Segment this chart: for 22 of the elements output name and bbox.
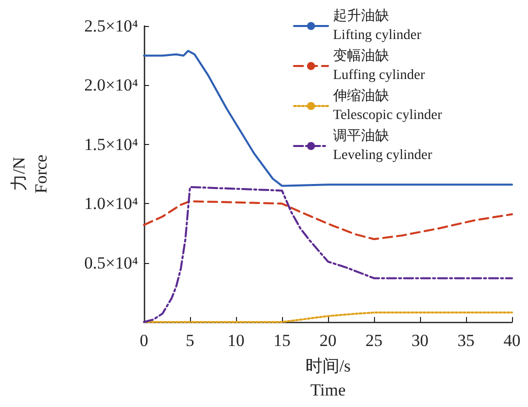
- y-tick-label: 1.0×10⁴: [84, 194, 138, 214]
- x-tick-label: 10: [228, 331, 244, 350]
- x-tick-label: 40: [504, 331, 520, 350]
- line-series: [143, 200, 513, 240]
- x-tick-label: 0: [140, 331, 148, 350]
- legend-label: 起升油缺 Lifting cylinder: [333, 8, 422, 43]
- x-tick-label: 20: [320, 331, 336, 350]
- x-axis-title: 时间/s Time: [305, 356, 351, 400]
- x-tick-label: 35: [458, 331, 474, 350]
- x-tick-label: 25: [366, 331, 382, 350]
- line-series: [143, 50, 513, 187]
- y-tick-label: 2.5×10⁴: [84, 16, 138, 36]
- legend-label: 变幅油缺 Luffing cylinder: [333, 48, 426, 83]
- x-tick-label: 5: [186, 331, 194, 350]
- legend-label: 伸缩油缺 Telescopic cylinder: [332, 88, 442, 123]
- x-tick-label: 30: [412, 331, 428, 350]
- x-tick-label: 15: [274, 331, 290, 350]
- legend-label: 调平油缺 Leveling cylinder: [333, 128, 432, 163]
- y-axis-title: 力/N Force: [10, 154, 50, 194]
- y-tick-label: 0.5×10⁴: [84, 253, 138, 272]
- y-tick-label: 2.0×10⁴: [84, 76, 138, 95]
- y-tick-label: 1.5×10⁴: [84, 134, 138, 154]
